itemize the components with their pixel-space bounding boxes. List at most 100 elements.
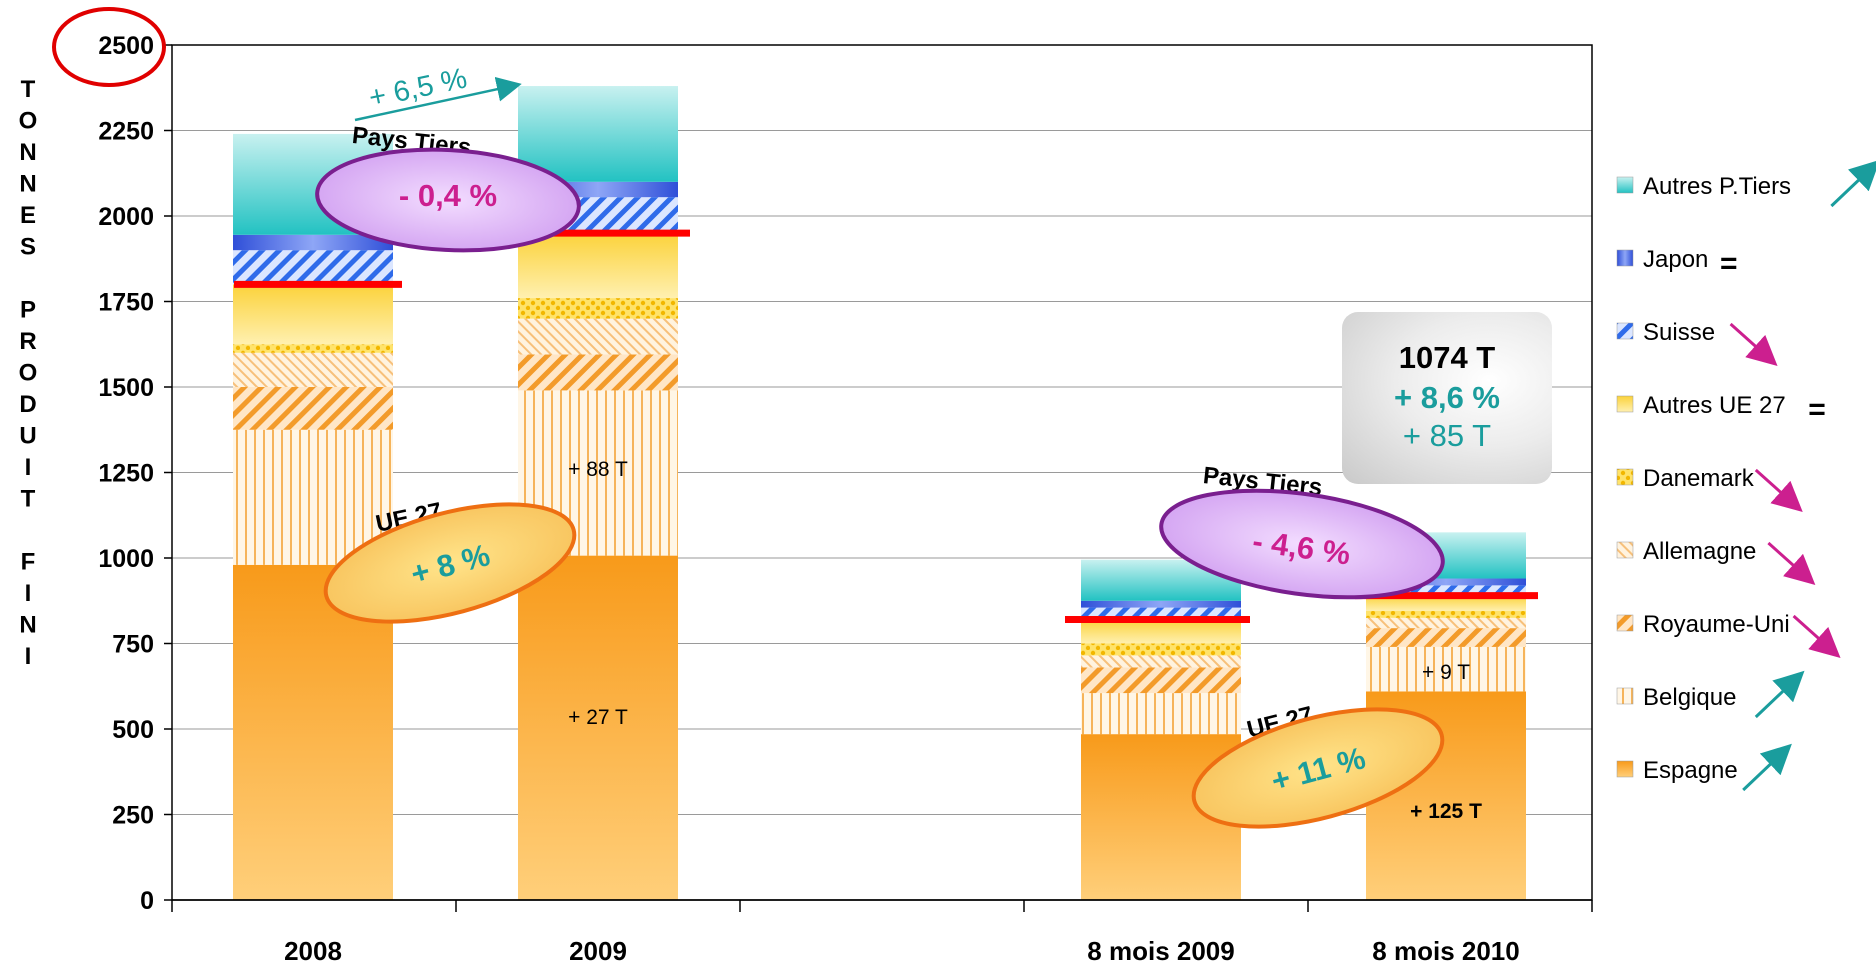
bar-segment-danemark	[233, 344, 393, 353]
legend-swatch	[1616, 760, 1634, 778]
legend-label: Allemagne	[1643, 538, 1756, 565]
bar-segment-royaume-uni	[233, 387, 393, 430]
trend-down-icon	[1729, 322, 1778, 367]
callout-delta: + 85 T	[1402, 418, 1492, 453]
y-label-letter: E	[20, 202, 36, 229]
trend-up-icon	[1830, 159, 1876, 208]
y-tick-label: 2250	[98, 118, 154, 146]
trend-up-icon	[1754, 670, 1805, 719]
ue27-ellipse-right	[1191, 707, 1445, 829]
note-88t: + 88 T	[568, 458, 628, 481]
legend-swatch	[1616, 176, 1634, 194]
bar-segment-belgique	[1081, 693, 1241, 735]
x-tick-label: 2009	[569, 936, 627, 965]
y-tick-label: 1750	[98, 289, 154, 317]
pays-tiers-value-left: - 0,4 %	[399, 178, 497, 213]
callout-percent: + 8,6 %	[1394, 380, 1500, 415]
bar-segment-japon	[1366, 578, 1526, 586]
trend-down-icon	[1754, 468, 1803, 513]
y-tick-label: 250	[112, 802, 154, 830]
bar-segment-autres-ue-27	[233, 284, 393, 345]
trend-down-icon	[1792, 614, 1841, 659]
legend-label: Autres UE 27	[1643, 392, 1786, 419]
trend-equal-icon: =	[1808, 393, 1826, 426]
bar-segment-allemagne	[1081, 655, 1241, 668]
pays-tiers-ellipse-right	[1159, 488, 1445, 600]
bar-segment-autres-ue-27	[1366, 595, 1526, 612]
y-tick-label: 1500	[98, 374, 154, 402]
bar-segment-danemark	[1366, 611, 1526, 618]
y-label-letter: O	[19, 360, 38, 387]
bar-segment-autres-p-tiers	[518, 86, 678, 182]
legend-label: Royaume-Uni	[1643, 611, 1790, 638]
growth-arrow	[354, 76, 522, 122]
y-tick-label: 1000	[98, 545, 154, 573]
y-label-letter: P	[20, 297, 36, 324]
bar-segment-belgique	[1366, 646, 1526, 692]
note-27t: + 27 T	[568, 706, 628, 729]
callout-total: 1074 T	[1398, 340, 1496, 375]
legend-label: Espagne	[1643, 757, 1738, 784]
bar-segment-suisse	[1081, 607, 1241, 620]
y-tick-label: 500	[112, 716, 154, 744]
y-label-letter: D	[19, 391, 36, 418]
legend-label: Japon	[1643, 246, 1708, 273]
legend-label: Autres P.Tiers	[1643, 173, 1791, 200]
bar-segment-royaume-uni	[1081, 667, 1241, 694]
y-label-letter: S	[20, 234, 36, 261]
legend-swatch	[1616, 541, 1634, 559]
bar-segment-allemagne	[1366, 617, 1526, 629]
note-125t: + 125 T	[1410, 800, 1482, 823]
bars	[233, 86, 1526, 900]
trend-up-icon	[1742, 743, 1792, 792]
summary-callout: 1074 T + 8,6 % + 85 T	[1342, 312, 1552, 484]
y-label-letter: O	[19, 108, 38, 135]
note-9t: + 9 T	[1422, 661, 1470, 684]
y-tick-label: 0	[140, 887, 154, 915]
y-tick-label: 2500	[98, 32, 154, 60]
y-axis-ticks: 0 250 500 750 1000 1250 1500 1750 2000 2250 2500	[98, 32, 172, 915]
x-tick-label: 8 mois 2010	[1372, 936, 1519, 965]
bar-segment-royaume-uni	[1366, 628, 1526, 647]
trend-down-icon	[1767, 541, 1816, 586]
y-label-letter: N	[19, 171, 36, 198]
bar-segment-autres-ue-27	[518, 233, 678, 299]
y-label-letter: N	[19, 612, 36, 639]
bar-segment-allemagne	[233, 352, 393, 387]
ue27-ellipse-left	[323, 502, 577, 624]
legend-swatch	[1616, 249, 1634, 267]
bar-segment-japon	[1081, 600, 1241, 608]
y-label-letter: I	[25, 454, 32, 481]
highlight-circle	[52, 7, 166, 87]
legend-swatch	[1616, 322, 1634, 340]
legend-label: Suisse	[1643, 319, 1715, 346]
bar-segment-autres-ue-27	[1081, 619, 1241, 644]
legend-label: Belgique	[1643, 684, 1736, 711]
bar-segment-danemark	[1081, 643, 1241, 656]
legend-swatch	[1616, 468, 1634, 486]
legend-swatch	[1616, 395, 1634, 413]
legend-label: Danemark	[1643, 465, 1755, 492]
y-label-letter: F	[21, 549, 36, 576]
bar-segment-suisse	[1366, 585, 1526, 596]
y-tick-label: 750	[112, 631, 154, 659]
y-label-letter: R	[19, 328, 36, 355]
y-tick-label: 1250	[98, 460, 154, 488]
x-axis: 2008 2009 8 mois 2009 8 mois 2010	[171, 899, 1593, 965]
trend-equal-icon: =	[1720, 247, 1738, 280]
bar-segment-danemark	[518, 298, 678, 319]
bar-segment-suisse	[233, 250, 393, 285]
legend: Autres P.Tiers Japon = Suisse Autres UE 27 = D…	[1616, 159, 1876, 792]
legend-swatch	[1616, 687, 1634, 705]
y-label-letter: I	[25, 643, 32, 670]
y-label-letter: U	[19, 423, 36, 450]
y-label-letter: N	[19, 139, 36, 166]
x-tick-label: 8 mois 2009	[1087, 936, 1234, 965]
legend-swatch	[1616, 614, 1634, 632]
bar-segment-japon	[233, 234, 393, 251]
y-label-letter: T	[21, 76, 36, 103]
y-label-letter: T	[21, 486, 36, 513]
bar-segment-allemagne	[518, 318, 678, 355]
